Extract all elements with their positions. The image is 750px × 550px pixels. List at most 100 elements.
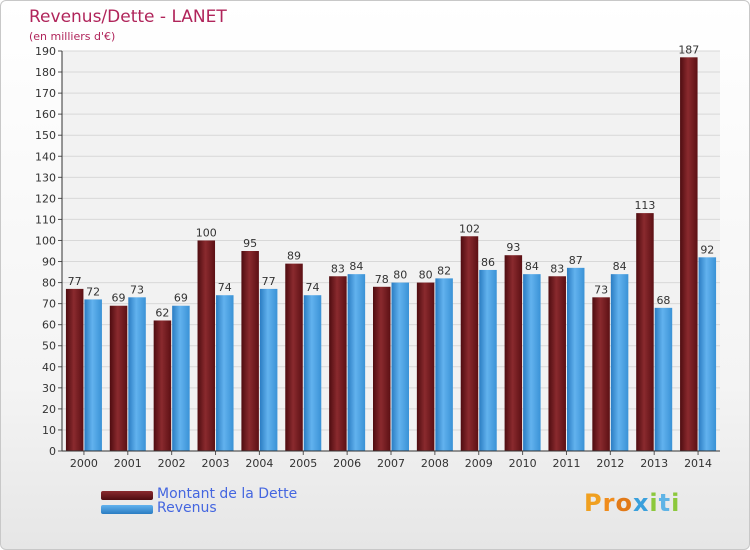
y-tick-label: 150 (35, 129, 56, 142)
y-tick-label: 60 (42, 319, 56, 332)
x-tick-label: 2002 (158, 457, 186, 470)
legend-swatch-debt (101, 491, 153, 500)
data-label-dette: 93 (506, 241, 520, 254)
y-tick-label: 50 (42, 340, 56, 353)
bar-dette (153, 320, 172, 451)
data-label-dette: 62 (155, 306, 169, 319)
x-tick-label: 2008 (421, 457, 449, 470)
x-tick-label: 2013 (640, 457, 668, 470)
y-tick-label: 100 (35, 234, 56, 247)
y-tick-label: 30 (42, 382, 56, 395)
y-tick-label: 190 (35, 45, 56, 58)
legend-label-revenus: Revenus (157, 500, 217, 516)
y-tick-label: 160 (35, 108, 56, 121)
y-tick-label: 170 (35, 87, 56, 100)
bar-dette (592, 297, 610, 451)
x-tick-label: 2012 (596, 457, 624, 470)
y-tick-label: 20 (42, 403, 56, 416)
data-label-revenus: 69 (174, 292, 188, 305)
bar-dette (65, 288, 84, 451)
proxiti-logo: Proxiti (584, 489, 681, 517)
data-label-dette: 73 (594, 283, 608, 296)
x-tick-label: 2003 (202, 457, 230, 470)
data-label-dette: 100 (196, 226, 217, 239)
data-label-dette: 78 (375, 273, 389, 286)
bar-dette (680, 57, 698, 451)
x-tick-label: 2001 (114, 457, 142, 470)
x-tick-label: 2004 (245, 457, 273, 470)
bar-dette (548, 276, 566, 451)
bar-dette (285, 263, 303, 451)
y-tick-label: 80 (42, 277, 56, 290)
bar-revenus (610, 274, 629, 451)
bar-revenus (303, 295, 322, 451)
data-label-dette: 83 (550, 262, 564, 275)
x-tick-label: 2010 (509, 457, 537, 470)
y-tick-label: 140 (35, 150, 56, 163)
bar-revenus (391, 282, 409, 451)
bar-dette (197, 240, 216, 451)
y-tick-label: 40 (42, 361, 56, 374)
y-tick-label: 70 (42, 298, 56, 311)
bar-revenus (259, 288, 278, 451)
plot-area (62, 51, 720, 451)
y-tick-label: 130 (35, 171, 56, 184)
data-label-dette: 187 (678, 43, 699, 56)
data-label-revenus: 84 (613, 260, 627, 273)
x-tick-label: 2014 (684, 457, 712, 470)
data-label-revenus: 86 (481, 256, 495, 269)
bar-revenus (84, 299, 102, 451)
data-label-revenus: 84 (349, 260, 363, 273)
bar-revenus (128, 297, 146, 451)
data-label-revenus: 72 (86, 285, 100, 298)
data-label-revenus: 77 (262, 275, 276, 288)
x-tick-label: 2009 (465, 457, 493, 470)
x-tick-label: 2011 (552, 457, 580, 470)
bar-revenus (654, 307, 673, 451)
bar-dette (460, 236, 479, 451)
legend-swatch-revenus (101, 505, 153, 514)
bar-dette (109, 305, 128, 451)
x-tick-label: 2007 (377, 457, 405, 470)
data-label-revenus: 87 (569, 254, 583, 267)
bar-revenus (435, 278, 453, 451)
bar-revenus (523, 274, 541, 451)
bar-dette (504, 255, 523, 451)
bar-revenus (216, 295, 234, 451)
y-tick-label: 120 (35, 192, 56, 205)
x-tick-label: 2000 (70, 457, 98, 470)
x-tick-label: 2006 (333, 457, 361, 470)
bar-revenus (347, 274, 366, 451)
data-label-dette: 113 (634, 199, 655, 212)
data-label-revenus: 74 (218, 281, 232, 294)
data-label-dette: 102 (459, 222, 480, 235)
bar-dette (416, 282, 435, 451)
y-tick-label: 0 (49, 445, 56, 458)
bar-revenus (566, 267, 585, 451)
bar-revenus (698, 257, 717, 451)
y-tick-label: 90 (42, 256, 56, 269)
y-tick-label: 180 (35, 66, 56, 79)
data-label-revenus: 80 (393, 269, 407, 282)
bar-revenus (479, 269, 497, 451)
data-label-revenus: 84 (525, 260, 539, 273)
bar-dette (373, 286, 391, 451)
legend-label-debt: Montant de la Dette (157, 486, 298, 502)
x-tick-label: 2005 (289, 457, 317, 470)
data-label-dette: 83 (331, 262, 345, 275)
data-label-dette: 69 (112, 292, 126, 305)
data-label-revenus: 92 (700, 243, 714, 256)
chart-subtitle: (en milliers d'€) (29, 30, 116, 43)
y-tick-label: 110 (35, 213, 56, 226)
data-label-dette: 95 (243, 237, 257, 250)
chart-title: Revenus/Dette - LANET (29, 7, 227, 27)
data-label-dette: 80 (419, 269, 433, 282)
bar-dette (241, 251, 259, 451)
data-label-dette: 89 (287, 250, 301, 263)
data-label-revenus: 74 (306, 281, 320, 294)
bar-dette (636, 213, 654, 451)
bar-revenus (172, 305, 190, 451)
data-label-revenus: 68 (656, 294, 670, 307)
